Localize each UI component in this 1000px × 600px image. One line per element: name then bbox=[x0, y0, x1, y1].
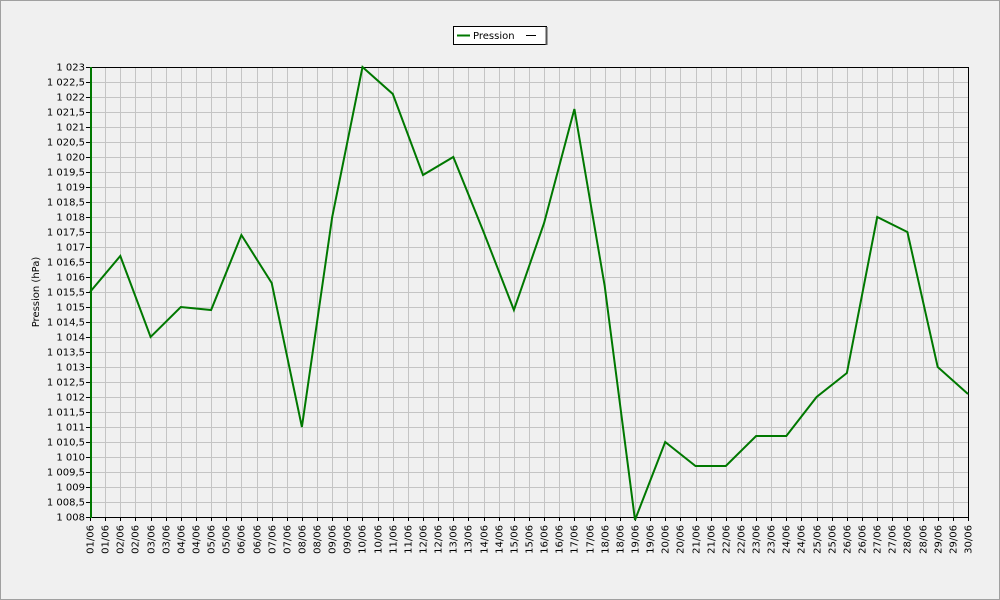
y-tick-label: 1 023 bbox=[56, 63, 85, 74]
x-tick-label: 24/06 bbox=[782, 525, 793, 554]
y-tick-label: 1 015 bbox=[56, 303, 85, 314]
x-tick-label: 29/06 bbox=[949, 525, 960, 554]
x-tick-label: 06/06 bbox=[237, 525, 248, 554]
y-tick-label: 1 008 bbox=[56, 513, 85, 524]
x-tick-label: 07/06 bbox=[283, 525, 294, 554]
y-tick-label: 1 013 bbox=[56, 363, 85, 374]
y-tick-label: 1 016,5 bbox=[47, 258, 85, 269]
x-tick-label: 18/06 bbox=[616, 525, 627, 554]
x-tick-label: 19/06 bbox=[646, 525, 657, 554]
x-tick-label: 07/06 bbox=[268, 525, 279, 554]
x-tick-label: 08/06 bbox=[313, 525, 324, 554]
data-line bbox=[89, 65, 969, 521]
x-tick-label: 17/06 bbox=[586, 525, 597, 554]
x-tick-label: 25/06 bbox=[813, 525, 824, 554]
y-tick-label: 1 020 bbox=[56, 153, 85, 164]
y-tick-label: 1 010 bbox=[56, 453, 85, 464]
y-tick-label: 1 015,5 bbox=[47, 288, 85, 299]
x-tick-label: 05/06 bbox=[207, 525, 218, 554]
y-tick-label: 1 022 bbox=[56, 93, 85, 104]
x-tick-label: 26/06 bbox=[843, 525, 854, 554]
x-tick-label: 06/06 bbox=[253, 525, 264, 554]
legend: Pression bbox=[453, 26, 548, 45]
y-tick-label: 1 016 bbox=[56, 273, 85, 284]
y-tick-label: 1 019 bbox=[56, 183, 85, 194]
y-tick-label: 1 019,5 bbox=[47, 168, 85, 179]
x-tick-label: 20/06 bbox=[661, 525, 672, 554]
x-tick-label: 17/06 bbox=[570, 525, 581, 554]
y-tick-label: 1 012,5 bbox=[47, 378, 85, 389]
x-tick-label: 16/06 bbox=[555, 525, 566, 554]
x-tick-label: 21/06 bbox=[692, 525, 703, 554]
y-tick-label: 1 010,5 bbox=[47, 438, 85, 449]
y-tick-label: 1 018,5 bbox=[47, 198, 85, 209]
y-tick-label: 1 022,5 bbox=[47, 78, 85, 89]
x-tick-label: 20/06 bbox=[676, 525, 687, 554]
x-tick-label: 22/06 bbox=[737, 525, 748, 554]
x-tick-label: 26/06 bbox=[858, 525, 869, 554]
x-tick-label: 22/06 bbox=[722, 525, 733, 554]
y-tick-label: 1 008,5 bbox=[47, 498, 85, 509]
x-tick-label: 14/06 bbox=[495, 525, 506, 554]
x-tick-label: 28/06 bbox=[903, 525, 914, 554]
x-tick-label: 05/06 bbox=[222, 525, 233, 554]
y-tick-label: 1 017,5 bbox=[47, 228, 85, 239]
x-tick-label: 13/06 bbox=[464, 525, 475, 554]
y-tick-label: 1 009,5 bbox=[47, 468, 85, 479]
x-tick-label: 12/06 bbox=[419, 525, 430, 554]
x-tick-label: 11/06 bbox=[389, 525, 400, 554]
x-tick-label: 03/06 bbox=[162, 525, 173, 554]
y-tick-label: 1 011 bbox=[56, 423, 85, 434]
x-tick-label: 09/06 bbox=[328, 525, 339, 554]
x-tick-label: 27/06 bbox=[873, 525, 884, 554]
x-tick-label: 24/06 bbox=[797, 525, 808, 554]
x-tick-label: 03/06 bbox=[147, 525, 158, 554]
x-tick-label: 23/06 bbox=[752, 525, 763, 554]
x-tick-label: 10/06 bbox=[358, 525, 369, 554]
x-tick-label: 10/06 bbox=[374, 525, 385, 554]
y-tick-label: 1 009 bbox=[56, 483, 85, 494]
y-tick-label: 1 011,5 bbox=[47, 408, 85, 419]
y-tick-label: 1 014 bbox=[56, 333, 85, 344]
y-tick-label: 1 012 bbox=[56, 393, 85, 404]
x-tick-label: 01/06 bbox=[101, 525, 112, 554]
y-tick-label: 1 013,5 bbox=[47, 348, 85, 359]
x-tick-label: 28/06 bbox=[919, 525, 930, 554]
x-tick-label: 21/06 bbox=[707, 525, 718, 554]
x-tick-label: 23/06 bbox=[767, 525, 778, 554]
x-tick-label: 09/06 bbox=[343, 525, 354, 554]
x-tick-label: 15/06 bbox=[525, 525, 536, 554]
y-tick-label: 1 018 bbox=[56, 213, 85, 224]
y-tick-label: 1 020,5 bbox=[47, 138, 85, 149]
legend-label: Pression bbox=[473, 31, 515, 42]
y-tick-label: 1 021,5 bbox=[47, 108, 85, 119]
x-tick-label: 15/06 bbox=[510, 525, 521, 554]
x-tick-label: 02/06 bbox=[116, 525, 127, 554]
y-tick-label: 1 017 bbox=[56, 243, 85, 254]
x-tick-label: 11/06 bbox=[404, 525, 415, 554]
x-tick-label: 27/06 bbox=[888, 525, 899, 554]
x-tick-label: 30/06 bbox=[964, 525, 975, 554]
x-tick-label: 01/06 bbox=[86, 525, 97, 554]
x-tick-label: 16/06 bbox=[540, 525, 551, 554]
x-tick-label: 13/06 bbox=[449, 525, 460, 554]
y-axis-label: Pression (hPa) bbox=[31, 257, 42, 328]
x-tick-label: 04/06 bbox=[192, 525, 203, 554]
x-tick-label: 18/06 bbox=[601, 525, 612, 554]
x-tick-label: 08/06 bbox=[298, 525, 309, 554]
x-tick-label: 19/06 bbox=[631, 525, 642, 554]
y-tick-label: 1 014,5 bbox=[47, 318, 85, 329]
x-tick-label: 12/06 bbox=[434, 525, 445, 554]
x-tick-label: 14/06 bbox=[480, 525, 491, 554]
y-tick-label: 1 021 bbox=[56, 123, 85, 134]
x-tick-label: 29/06 bbox=[934, 525, 945, 554]
x-tick-label: 04/06 bbox=[177, 525, 188, 554]
x-tick-label: 25/06 bbox=[828, 525, 839, 554]
x-tick-label: 02/06 bbox=[131, 525, 142, 554]
